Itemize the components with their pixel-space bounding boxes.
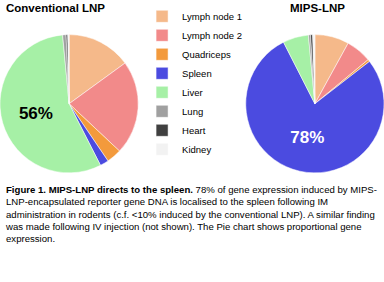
- svg-text:Spleen: Spleen: [182, 68, 212, 79]
- svg-text:Lymph node 1: Lymph node 1: [182, 11, 242, 22]
- svg-text:MIPS-LNP: MIPS-LNP: [290, 2, 345, 14]
- svg-text:78%: 78%: [290, 128, 324, 147]
- svg-text:Kidney: Kidney: [182, 144, 211, 155]
- svg-text:Heart: Heart: [182, 125, 206, 136]
- html-text:Figure 1. MIPS-LNP directs to: Figure 1. MIPS-LNP directs to the spleen…: [6, 184, 377, 245]
- svg-text:Lung: Lung: [182, 106, 203, 117]
- svg-text:Liver: Liver: [182, 87, 203, 98]
- svg-text:56%: 56%: [19, 104, 53, 123]
- svg-text:Lymph node 2: Lymph node 2: [182, 30, 242, 41]
- svg-text:Conventional LNP: Conventional LNP: [6, 2, 105, 14]
- svg-text:Quadriceps: Quadriceps: [182, 49, 231, 60]
